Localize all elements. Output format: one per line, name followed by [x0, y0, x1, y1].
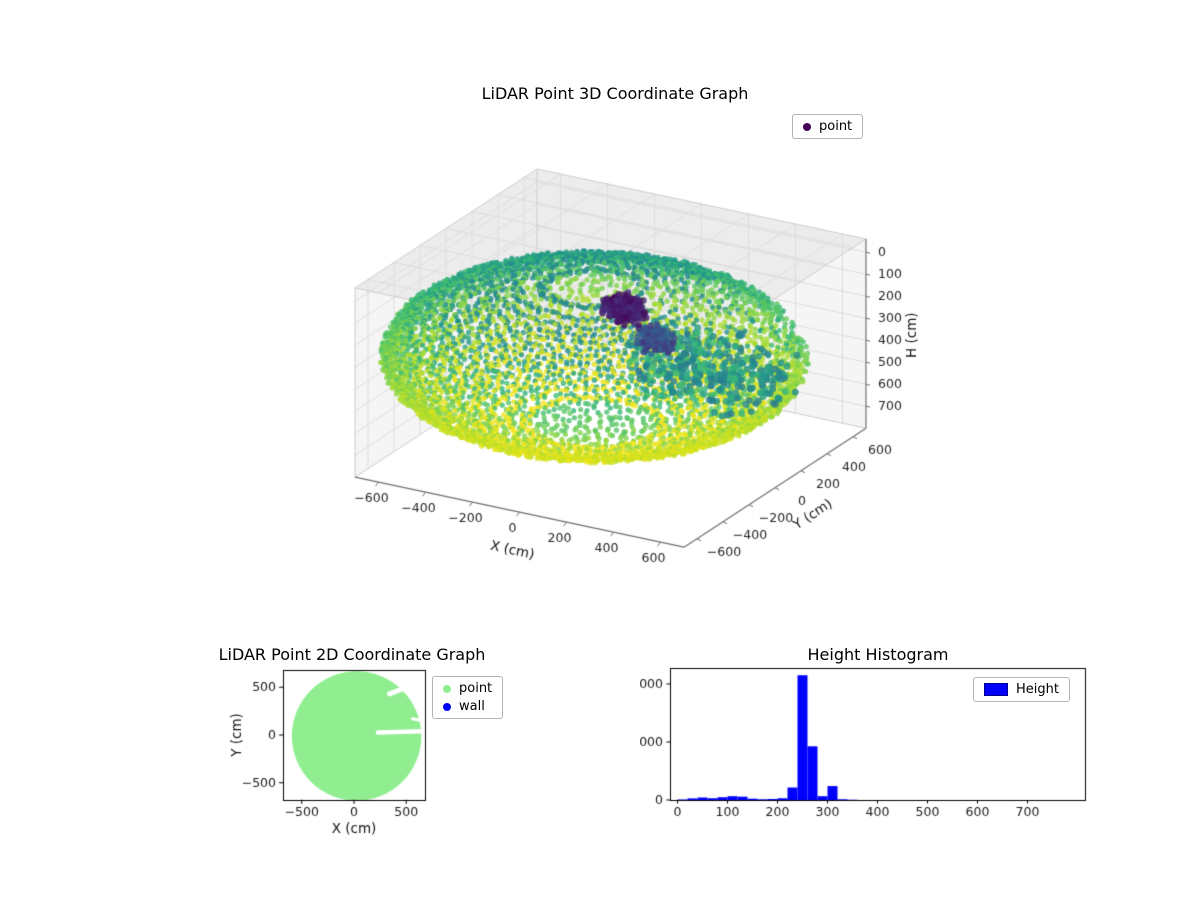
legend-entry: point: [443, 681, 492, 696]
scatter3d-canvas: [300, 95, 960, 665]
legend-entry: Height: [984, 682, 1059, 697]
point-marker-icon: [803, 122, 811, 131]
plot3d-legend: point: [792, 114, 864, 139]
legend-label: Height: [1016, 682, 1059, 697]
legend-entry: wall: [443, 699, 492, 714]
histogram-title: Height Histogram: [807, 645, 949, 664]
height-swatch-icon: [984, 683, 1008, 696]
point-marker-icon: [443, 684, 451, 693]
legend-entry: point: [803, 119, 852, 134]
plot3d-title: LiDAR Point 3D Coordinate Graph: [481, 84, 749, 103]
histogram-legend: Height: [973, 677, 1070, 702]
legend-label: point: [819, 119, 853, 134]
legend-label: point: [459, 681, 493, 696]
scatter2d-canvas: [220, 660, 435, 875]
wall-marker-icon: [443, 702, 451, 711]
plot2d-title: LiDAR Point 2D Coordinate Graph: [218, 645, 486, 664]
legend-label: wall: [459, 699, 485, 714]
plot2d-legend: point wall: [432, 676, 504, 719]
